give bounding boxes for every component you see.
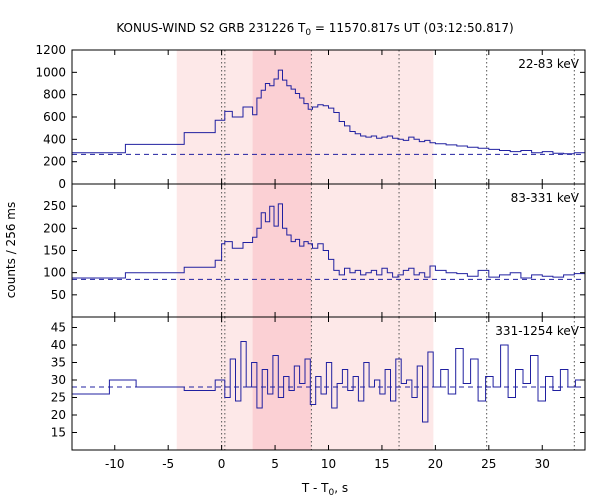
y-axis-label: counts / 256 ms (4, 202, 18, 298)
y-tick-label: 40 (51, 338, 66, 352)
panel-3: 15 20 25 30 35 40 45 331-1254 keV (51, 316, 586, 451)
y-tick-label: 1200 (35, 43, 66, 57)
x-tick-label: -5 (162, 457, 174, 471)
shaded-region (311, 184, 434, 317)
lightcurve-series (72, 341, 585, 423)
y-tick-label: 30 (51, 373, 66, 387)
x-tick-label: 25 (481, 457, 496, 471)
energy-band-label: 331-1254 keV (495, 324, 579, 338)
y-tick-label: 400 (43, 132, 66, 146)
x-tick-label: 5 (271, 457, 279, 471)
chart-title: KONUS-WIND S2 GRB 231226 T0 = 11570.817s… (116, 21, 513, 38)
y-tick-label: 15 (51, 426, 66, 440)
y-tick-label: 250 (43, 199, 66, 213)
y-tick-label: 0 (58, 177, 66, 191)
y-tick-label: 150 (43, 244, 66, 258)
x-tick-label: -10 (105, 457, 125, 471)
y-tick-label: 50 (51, 288, 66, 302)
y-tick-label: 100 (43, 266, 66, 280)
y-tick-label: 800 (43, 88, 66, 102)
y-tick-label: 200 (43, 221, 66, 235)
x-tick-label: 30 (535, 457, 550, 471)
y-tick-label: 45 (51, 321, 66, 335)
x-tick-label: 15 (374, 457, 389, 471)
y-tick-label: 200 (43, 155, 66, 169)
lightcurve-series (72, 69, 585, 155)
shaded-region (311, 50, 434, 184)
y-tick-label: 600 (43, 110, 66, 124)
panel-1: 0 200 400 600 800 1000 1200 22-83 keV (35, 43, 586, 191)
energy-band-label: 83-331 keV (511, 191, 580, 205)
x-tick-label: 0 (218, 457, 226, 471)
x-axis-label: T - T0, s (301, 481, 348, 498)
lightcurve-series (72, 203, 585, 279)
y-tick-label: 20 (51, 408, 66, 422)
energy-band-label: 22-83 keV (518, 57, 580, 71)
x-tick-label: 10 (321, 457, 336, 471)
y-tick-label: 25 (51, 391, 66, 405)
y-tick-label: 1000 (35, 65, 66, 79)
x-tick-label: 20 (428, 457, 443, 471)
panel-2: 50 100 150 200 250 83-331 keV (43, 183, 586, 318)
y-tick-label: 35 (51, 356, 66, 370)
shaded-region (311, 317, 434, 450)
